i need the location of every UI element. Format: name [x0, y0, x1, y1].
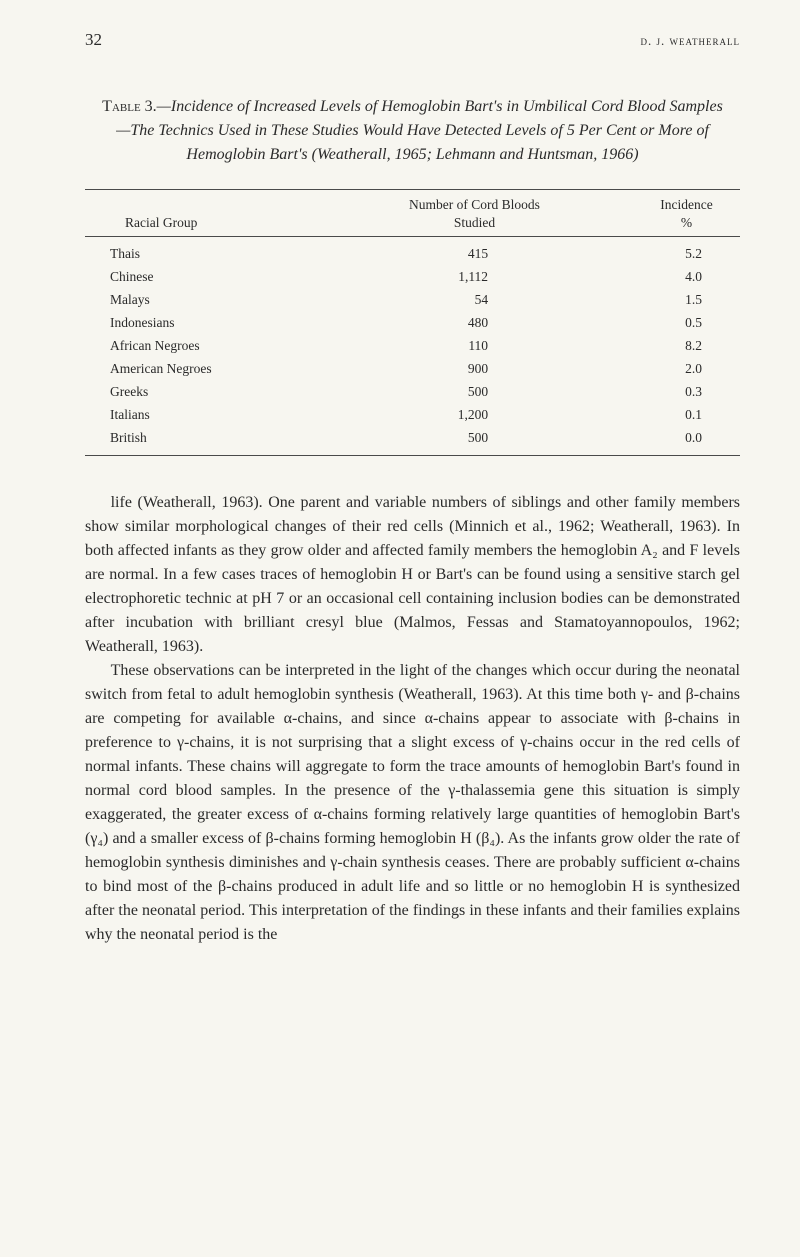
cell-number: 415 — [316, 237, 633, 266]
cell-number: 1,112 — [316, 266, 633, 289]
column-header-incidence: Incidence % — [633, 190, 740, 237]
cell-number: 500 — [316, 381, 633, 404]
page-header: 32 d. j. weatherall — [85, 30, 740, 50]
author-name: d. j. weatherall — [641, 33, 741, 49]
table-row: African Negroes1108.2 — [85, 335, 740, 358]
cell-number: 54 — [316, 289, 633, 312]
cell-group: British — [85, 427, 316, 456]
body-text: life (Weatherall, 1963). One parent and … — [85, 491, 740, 947]
cell-incidence: 0.3 — [633, 381, 740, 404]
cell-incidence: 1.5 — [633, 289, 740, 312]
table-row: American Negroes9002.0 — [85, 358, 740, 381]
cell-number: 110 — [316, 335, 633, 358]
cell-group: American Negroes — [85, 358, 316, 381]
cell-group: Indonesians — [85, 312, 316, 335]
cell-incidence: 2.0 — [633, 358, 740, 381]
cell-incidence: 5.2 — [633, 237, 740, 266]
cell-incidence: 8.2 — [633, 335, 740, 358]
table-row: Greeks5000.3 — [85, 381, 740, 404]
table-caption-body: —Incidence of Increased Levels of Hemogl… — [116, 98, 723, 163]
table-body: Thais4155.2Chinese1,1124.0Malays541.5Ind… — [85, 237, 740, 456]
cell-group: Thais — [85, 237, 316, 266]
column-header-number-l1: Number of Cord Bloods — [409, 197, 540, 212]
column-header-incidence-l1: Incidence — [660, 197, 712, 212]
table-header-row: Racial Group Number of Cord Bloods Studi… — [85, 190, 740, 237]
cell-incidence: 0.0 — [633, 427, 740, 456]
cell-number: 900 — [316, 358, 633, 381]
cell-number: 480 — [316, 312, 633, 335]
table-row: Thais4155.2 — [85, 237, 740, 266]
table-row: Chinese1,1124.0 — [85, 266, 740, 289]
page-number: 32 — [85, 30, 102, 50]
table-row: British5000.0 — [85, 427, 740, 456]
table-row: Italians1,2000.1 — [85, 404, 740, 427]
column-header-group: Racial Group — [85, 190, 316, 237]
paragraph-2: These observations can be interpreted in… — [85, 659, 740, 947]
table-caption: Table 3.—Incidence of Increased Levels o… — [100, 95, 725, 167]
cell-number: 1,200 — [316, 404, 633, 427]
cell-incidence: 4.0 — [633, 266, 740, 289]
column-header-incidence-l2: % — [681, 215, 692, 230]
cell-incidence: 0.5 — [633, 312, 740, 335]
cell-group: Malays — [85, 289, 316, 312]
paragraph-1: life (Weatherall, 1963). One parent and … — [85, 491, 740, 659]
cell-incidence: 0.1 — [633, 404, 740, 427]
table-row: Indonesians4800.5 — [85, 312, 740, 335]
column-header-number: Number of Cord Bloods Studied — [316, 190, 633, 237]
incidence-table: Racial Group Number of Cord Bloods Studi… — [85, 189, 740, 456]
cell-group: African Negroes — [85, 335, 316, 358]
cell-group: Chinese — [85, 266, 316, 289]
cell-group: Italians — [85, 404, 316, 427]
column-header-number-l2: Studied — [454, 215, 495, 230]
table-row: Malays541.5 — [85, 289, 740, 312]
table-caption-lead: Table 3. — [102, 98, 157, 115]
cell-number: 500 — [316, 427, 633, 456]
cell-group: Greeks — [85, 381, 316, 404]
